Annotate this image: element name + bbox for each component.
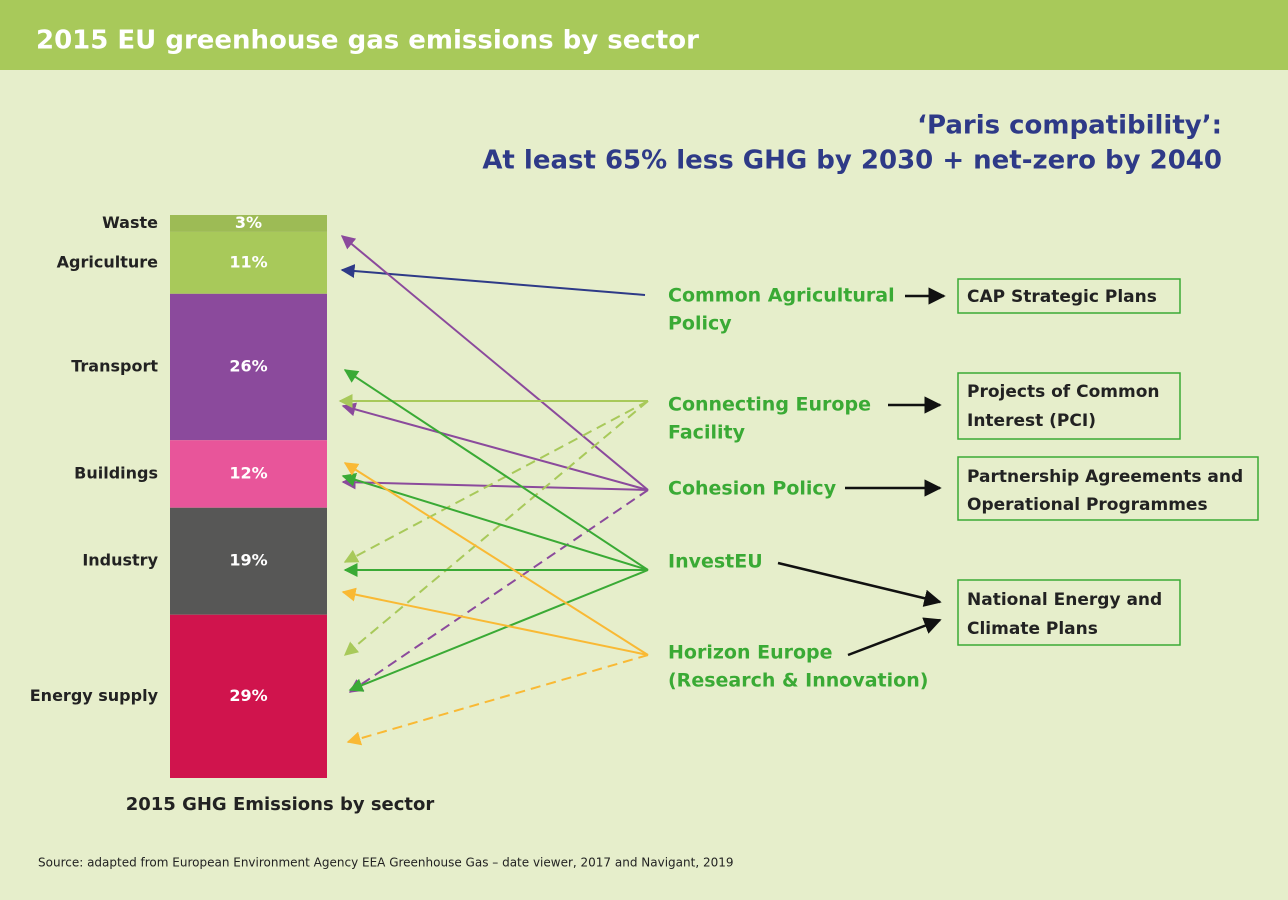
arrow bbox=[343, 400, 649, 563]
box bbox=[957, 456, 1259, 521]
arrow bbox=[777, 561, 942, 607]
bar-segment bbox=[170, 215, 327, 232]
box-text: National Energy and bbox=[967, 590, 1162, 610]
box bbox=[957, 372, 1181, 440]
bar-segment bbox=[170, 440, 327, 508]
arrow bbox=[348, 489, 649, 693]
sector-name: Waste bbox=[102, 213, 158, 232]
sector-name: Industry bbox=[82, 551, 158, 570]
box-text: CAP Strategic Plans bbox=[967, 287, 1157, 307]
policy: Common Agricultural bbox=[668, 285, 895, 307]
segment-label: 12% bbox=[229, 463, 267, 482]
segment-label: 11% bbox=[229, 252, 267, 271]
subtitle: ‘Paris compatibility’: bbox=[917, 111, 1222, 141]
box bbox=[957, 278, 1181, 314]
policy: InvestEU bbox=[668, 551, 763, 573]
arrow bbox=[341, 475, 649, 491]
caption: 2015 GHG Emissions by sector bbox=[126, 794, 435, 815]
segment-label: 3% bbox=[235, 213, 262, 232]
arrow bbox=[847, 617, 942, 657]
arrow bbox=[341, 587, 649, 656]
arrow bbox=[340, 235, 649, 491]
bar-segment bbox=[170, 507, 327, 615]
bar-segment bbox=[170, 231, 327, 294]
connectors bbox=[338, 235, 946, 746]
sector-name: Energy supply bbox=[30, 686, 159, 705]
segment-label: 19% bbox=[229, 551, 267, 570]
subtitle: At least 65% less GHG by 2030 + net-zero… bbox=[482, 146, 1222, 176]
header-bar bbox=[0, 0, 1288, 70]
arrow bbox=[343, 369, 649, 571]
bar-segment bbox=[170, 293, 327, 441]
bar-segment bbox=[170, 614, 327, 778]
sector-name: Buildings bbox=[74, 463, 158, 482]
arrow bbox=[346, 654, 649, 746]
boxes bbox=[957, 278, 1259, 646]
policy: Horizon Europe bbox=[668, 642, 833, 664]
arrow bbox=[343, 462, 649, 656]
arrow bbox=[341, 402, 649, 491]
box-text: Interest (PCI) bbox=[967, 411, 1096, 431]
box-text: Climate Plans bbox=[967, 619, 1098, 639]
box-text: Projects of Common bbox=[967, 382, 1159, 402]
arrow bbox=[340, 264, 646, 296]
policy: Policy bbox=[668, 313, 732, 335]
source: Source: adapted from European Environmen… bbox=[38, 856, 733, 870]
header-title: 2015 EU greenhouse gas emissions by sect… bbox=[36, 26, 699, 56]
box-text: Partnership Agreements and bbox=[967, 467, 1243, 487]
policy: Cohesion Policy bbox=[668, 478, 837, 500]
segment-label: 26% bbox=[229, 357, 267, 376]
segment-label: 29% bbox=[229, 686, 267, 705]
policy: (Research & Innovation) bbox=[668, 670, 928, 692]
arrow bbox=[341, 473, 649, 571]
box bbox=[957, 579, 1181, 646]
arrow bbox=[343, 400, 649, 656]
sector-name: Transport bbox=[71, 357, 158, 376]
box-text: Operational Programmes bbox=[967, 495, 1208, 515]
policy: Connecting Europe bbox=[668, 394, 871, 416]
sector-name: Agriculture bbox=[57, 252, 159, 271]
policy: Facility bbox=[668, 422, 746, 444]
arrow bbox=[348, 569, 649, 692]
